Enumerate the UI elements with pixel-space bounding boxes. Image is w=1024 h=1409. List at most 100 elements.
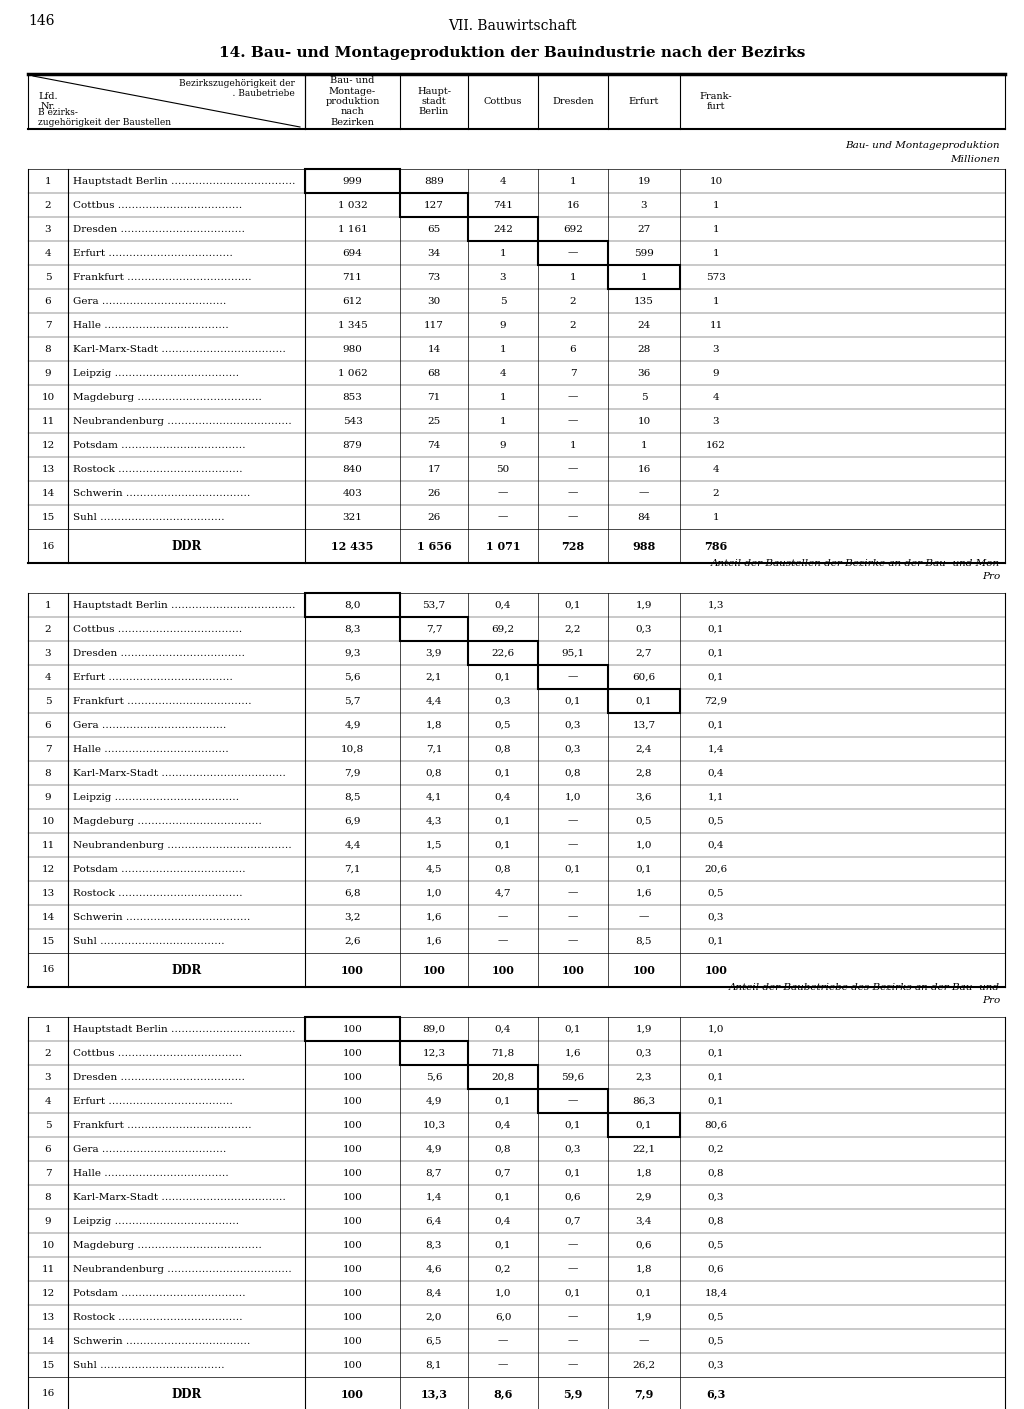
Text: 4: 4 <box>500 176 506 186</box>
Text: 1: 1 <box>713 248 719 258</box>
Text: 0,1: 0,1 <box>636 1288 652 1298</box>
Text: Leipzig ………………………………: Leipzig ……………………………… <box>73 1216 240 1226</box>
Text: 9: 9 <box>500 320 506 330</box>
Text: 728: 728 <box>561 541 585 551</box>
Text: Frankfurt ………………………………: Frankfurt ……………………………… <box>73 1120 252 1130</box>
Text: Erfurt ………………………………: Erfurt ……………………………… <box>73 1096 232 1106</box>
Text: 100: 100 <box>343 1024 362 1033</box>
Text: Suhl ………………………………: Suhl ……………………………… <box>73 513 224 521</box>
Text: 3,6: 3,6 <box>636 792 652 802</box>
Text: 1: 1 <box>500 393 506 402</box>
Text: 1 161: 1 161 <box>338 224 368 234</box>
Text: 4,7: 4,7 <box>495 889 511 898</box>
Text: 12: 12 <box>41 1288 54 1298</box>
Bar <box>400 193 468 217</box>
Text: 7,9: 7,9 <box>634 1388 653 1399</box>
Text: 1: 1 <box>569 176 577 186</box>
Text: 0,4: 0,4 <box>495 1120 511 1130</box>
Text: 0,3: 0,3 <box>565 720 582 730</box>
Text: Neubrandenburg ………………………………: Neubrandenburg ……………………………… <box>73 1264 292 1274</box>
Text: 1,6: 1,6 <box>426 937 442 945</box>
Text: Hauptstadt Berlin ………………………………: Hauptstadt Berlin ……………………………… <box>73 600 296 610</box>
Text: 100: 100 <box>705 965 727 975</box>
Text: 1,8: 1,8 <box>636 1168 652 1178</box>
Text: 8,1: 8,1 <box>426 1361 442 1370</box>
Text: 4: 4 <box>500 369 506 378</box>
Text: 2,7: 2,7 <box>636 648 652 658</box>
Text: 2,0: 2,0 <box>426 1313 442 1322</box>
Text: 73: 73 <box>427 272 440 282</box>
Text: Frank-
furt: Frank- furt <box>699 92 732 111</box>
Text: Dresden ………………………………: Dresden ……………………………… <box>73 648 245 658</box>
Text: 1: 1 <box>569 441 577 449</box>
Text: 0,1: 0,1 <box>495 768 511 778</box>
Text: 1: 1 <box>569 272 577 282</box>
Text: 100: 100 <box>633 965 655 975</box>
Text: 100: 100 <box>343 1144 362 1154</box>
Text: DDR: DDR <box>171 540 202 552</box>
Text: 34: 34 <box>427 248 440 258</box>
Text: 17: 17 <box>427 465 440 473</box>
Text: 1,9: 1,9 <box>636 600 652 610</box>
Text: Pro: Pro <box>982 996 1000 1005</box>
Text: 0,6: 0,6 <box>708 1264 724 1274</box>
Text: 0,4: 0,4 <box>495 600 511 610</box>
Text: 6,8: 6,8 <box>344 889 360 898</box>
Text: 4: 4 <box>45 248 51 258</box>
Text: Schwerin ………………………………: Schwerin ……………………………… <box>73 1337 251 1346</box>
Bar <box>538 665 608 689</box>
Text: Haupt-
stadt
Berlin: Haupt- stadt Berlin <box>417 86 451 117</box>
Text: —: — <box>498 1337 508 1346</box>
Text: 0,1: 0,1 <box>708 937 724 945</box>
Text: 0,5: 0,5 <box>708 816 724 826</box>
Text: 8,3: 8,3 <box>426 1240 442 1250</box>
Text: 7: 7 <box>569 369 577 378</box>
Text: Lfd.
Nr.: Lfd. Nr. <box>38 92 57 111</box>
Text: Magdeburg ………………………………: Magdeburg ……………………………… <box>73 393 262 402</box>
Text: 127: 127 <box>424 200 444 210</box>
Text: 10: 10 <box>710 176 723 186</box>
Text: 18,4: 18,4 <box>705 1288 728 1298</box>
Text: 0,5: 0,5 <box>708 889 724 898</box>
Text: —: — <box>568 1337 579 1346</box>
Text: 0,3: 0,3 <box>708 1192 724 1202</box>
Text: 1,0: 1,0 <box>708 1024 724 1033</box>
Text: —: — <box>568 937 579 945</box>
Text: 1,0: 1,0 <box>426 889 442 898</box>
Text: 1,4: 1,4 <box>708 744 724 754</box>
Text: 2,4: 2,4 <box>636 744 652 754</box>
Text: 2,8: 2,8 <box>636 768 652 778</box>
Text: 22,6: 22,6 <box>492 648 515 658</box>
Text: 11: 11 <box>710 320 723 330</box>
Text: Potsdam ………………………………: Potsdam ……………………………… <box>73 1288 246 1298</box>
Text: 0,2: 0,2 <box>708 1144 724 1154</box>
Text: 3: 3 <box>45 1072 51 1082</box>
Text: 0,1: 0,1 <box>495 1240 511 1250</box>
Text: Schwerin ………………………………: Schwerin ……………………………… <box>73 913 251 921</box>
Text: 8,0: 8,0 <box>344 600 360 610</box>
Text: 9,3: 9,3 <box>344 648 360 658</box>
Text: 8: 8 <box>45 1192 51 1202</box>
Text: 13: 13 <box>41 465 54 473</box>
Text: —: — <box>568 672 579 682</box>
Text: 4,4: 4,4 <box>344 841 360 850</box>
Text: —: — <box>568 1361 579 1370</box>
Text: 72,9: 72,9 <box>705 696 728 706</box>
Text: Bau- und Montageproduktion: Bau- und Montageproduktion <box>846 141 1000 149</box>
Text: 8,5: 8,5 <box>636 937 652 945</box>
Text: —: — <box>568 489 579 497</box>
Text: 80,6: 80,6 <box>705 1120 728 1130</box>
Text: 0,1: 0,1 <box>708 624 724 634</box>
Text: 1 345: 1 345 <box>338 320 368 330</box>
Text: 1: 1 <box>713 200 719 210</box>
Text: 0,1: 0,1 <box>565 600 582 610</box>
Text: 6: 6 <box>45 720 51 730</box>
Text: 16: 16 <box>41 1389 54 1399</box>
Text: 692: 692 <box>563 224 583 234</box>
Bar <box>608 689 680 713</box>
Text: 1: 1 <box>500 344 506 354</box>
Text: 13,3: 13,3 <box>421 1388 447 1399</box>
Text: 3: 3 <box>713 417 719 426</box>
Text: 1: 1 <box>641 441 647 449</box>
Text: 3: 3 <box>713 344 719 354</box>
